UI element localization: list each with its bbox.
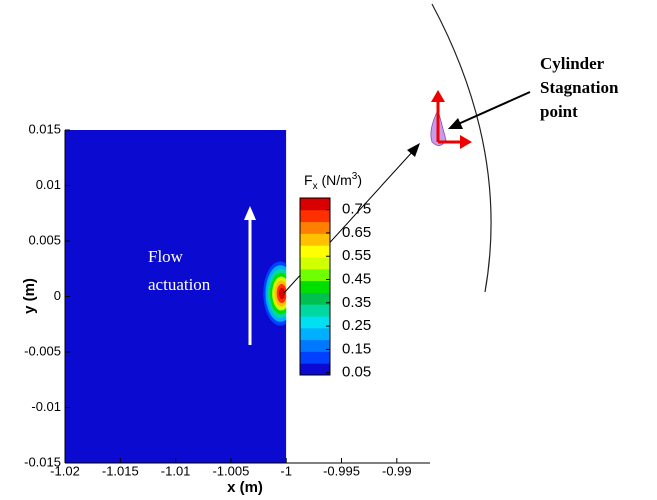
colorbar-band bbox=[300, 363, 330, 376]
colorbar-band bbox=[300, 209, 330, 223]
x-tick-label: -0.99 bbox=[382, 463, 412, 478]
red-arrowhead bbox=[460, 135, 472, 149]
y-axis-label: y (m) bbox=[21, 278, 38, 314]
colorbar-band bbox=[300, 351, 330, 364]
colorbar-band bbox=[300, 327, 330, 341]
annotation: Stagnation bbox=[540, 78, 619, 97]
flow-arrowhead bbox=[244, 206, 256, 220]
field bbox=[65, 130, 287, 463]
colorbar-frame bbox=[299, 197, 331, 376]
y-tick-label: 0.015 bbox=[28, 121, 61, 136]
pointer-arrow bbox=[455, 91, 531, 126]
cylinder-outline bbox=[431, 3, 492, 293]
colorbar-band bbox=[300, 316, 330, 329]
colorbar-band bbox=[300, 268, 330, 282]
colorbar-band bbox=[300, 280, 330, 293]
colorbar-tick-label: 0.45 bbox=[342, 270, 371, 287]
plot-area bbox=[65, 130, 430, 463]
colorbar-title: Fx (N/m3) bbox=[304, 171, 362, 192]
y-tick-label: 0.005 bbox=[28, 232, 61, 247]
colorbar-title-part: 3 bbox=[352, 171, 358, 182]
colorbar-band bbox=[300, 292, 330, 305]
red-arrowhead bbox=[431, 90, 445, 102]
colorbar-tick-label: 0.65 bbox=[342, 224, 371, 241]
colorbar-tick-label: 0.05 bbox=[342, 364, 371, 381]
colorbar-tick-label: 0.35 bbox=[342, 294, 371, 311]
colorbar-title-part: F bbox=[304, 172, 313, 188]
link-arrowhead bbox=[407, 143, 420, 157]
x-tick-label: -1.015 bbox=[102, 463, 139, 478]
colorbar-tick-label: 0.15 bbox=[342, 340, 371, 357]
colorbar-band bbox=[300, 198, 330, 211]
contour-level bbox=[278, 287, 285, 300]
y-tick-label: 0 bbox=[54, 288, 61, 303]
x-tick-label: -1.005 bbox=[212, 463, 249, 478]
x-tick-label: -0.995 bbox=[323, 463, 360, 478]
flow-label: actuation bbox=[148, 275, 211, 294]
colorbar-tick-label: 0.55 bbox=[342, 247, 371, 264]
colorbar-band bbox=[300, 233, 330, 246]
colorbar-band bbox=[300, 257, 330, 270]
annotation: point bbox=[540, 102, 578, 121]
y-tick-label: -0.005 bbox=[24, 343, 61, 358]
colorbar-title-part: ) bbox=[357, 172, 362, 188]
y-tick-label: -0.015 bbox=[24, 454, 61, 469]
colorbar-title-part: x bbox=[313, 181, 318, 192]
y-tick-label: 0.01 bbox=[36, 177, 61, 192]
colorbar-band bbox=[300, 245, 330, 258]
pointer-arrowhead bbox=[448, 118, 463, 129]
x-tick-label: -1.01 bbox=[161, 463, 191, 478]
colorbar-tick-label: 0.75 bbox=[342, 201, 371, 218]
colorbar-band bbox=[300, 304, 330, 317]
x-tick-label: -1.02 bbox=[50, 463, 80, 478]
x-axis-label: x (m) bbox=[227, 479, 263, 496]
annotation: Cylinder bbox=[540, 54, 605, 73]
colorbar-band bbox=[300, 221, 330, 234]
colorbar-title-part: (N/m bbox=[318, 172, 352, 188]
flow-label: Flow bbox=[148, 247, 184, 266]
x-tick-label: -1 bbox=[280, 463, 292, 478]
y-tick-label: -0.01 bbox=[31, 399, 61, 414]
colorbar-band bbox=[300, 339, 330, 352]
colorbar-tick-label: 0.25 bbox=[342, 317, 371, 334]
